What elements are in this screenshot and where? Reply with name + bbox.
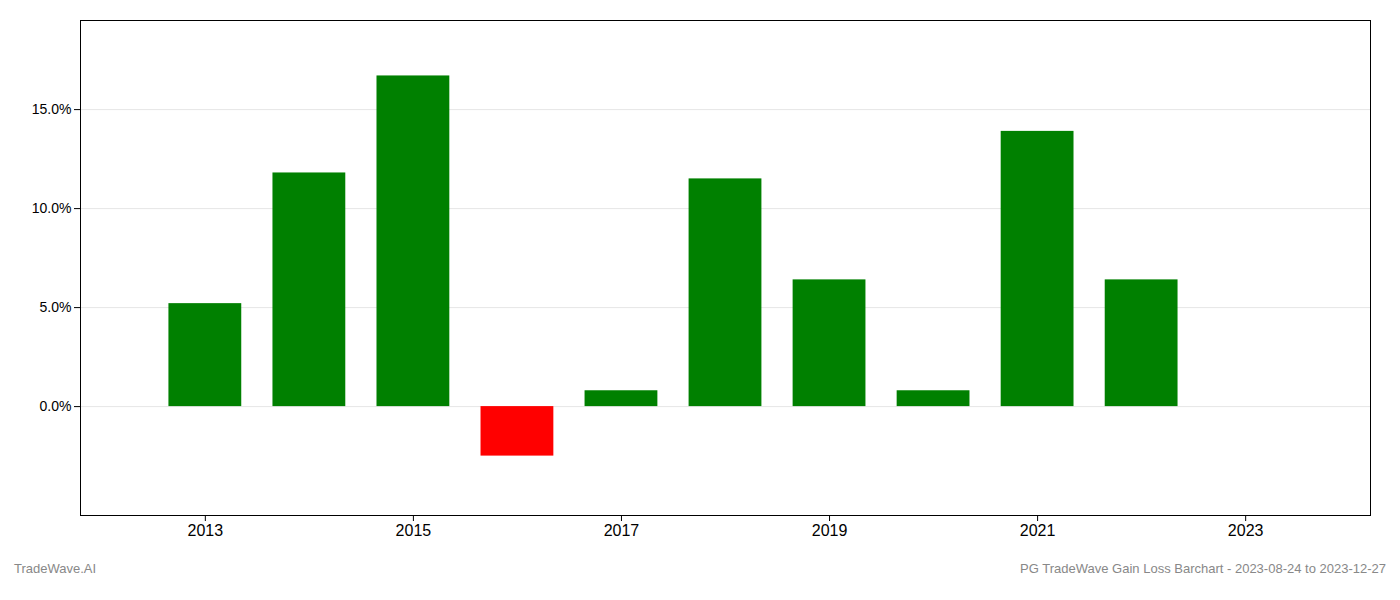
svg-text:2021: 2021 [1020, 522, 1056, 539]
svg-text:5.0%: 5.0% [40, 299, 72, 315]
svg-text:2017: 2017 [604, 522, 640, 539]
svg-text:2019: 2019 [812, 522, 848, 539]
html-text:PG TradeWave Gain Loss Barchar: PG TradeWave Gain Loss Barchart - 2023-0… [1020, 561, 1386, 576]
svg-text:2015: 2015 [396, 522, 432, 539]
svg-text:15.0%: 15.0% [32, 101, 72, 117]
html-text:TradeWave.AI: TradeWave.AI [14, 561, 97, 576]
svg-text:2013: 2013 [188, 522, 224, 539]
svg-text:0.0%: 0.0% [40, 398, 72, 414]
svg-text:10.0%: 10.0% [32, 200, 72, 216]
svg-text:2023: 2023 [1228, 522, 1264, 539]
